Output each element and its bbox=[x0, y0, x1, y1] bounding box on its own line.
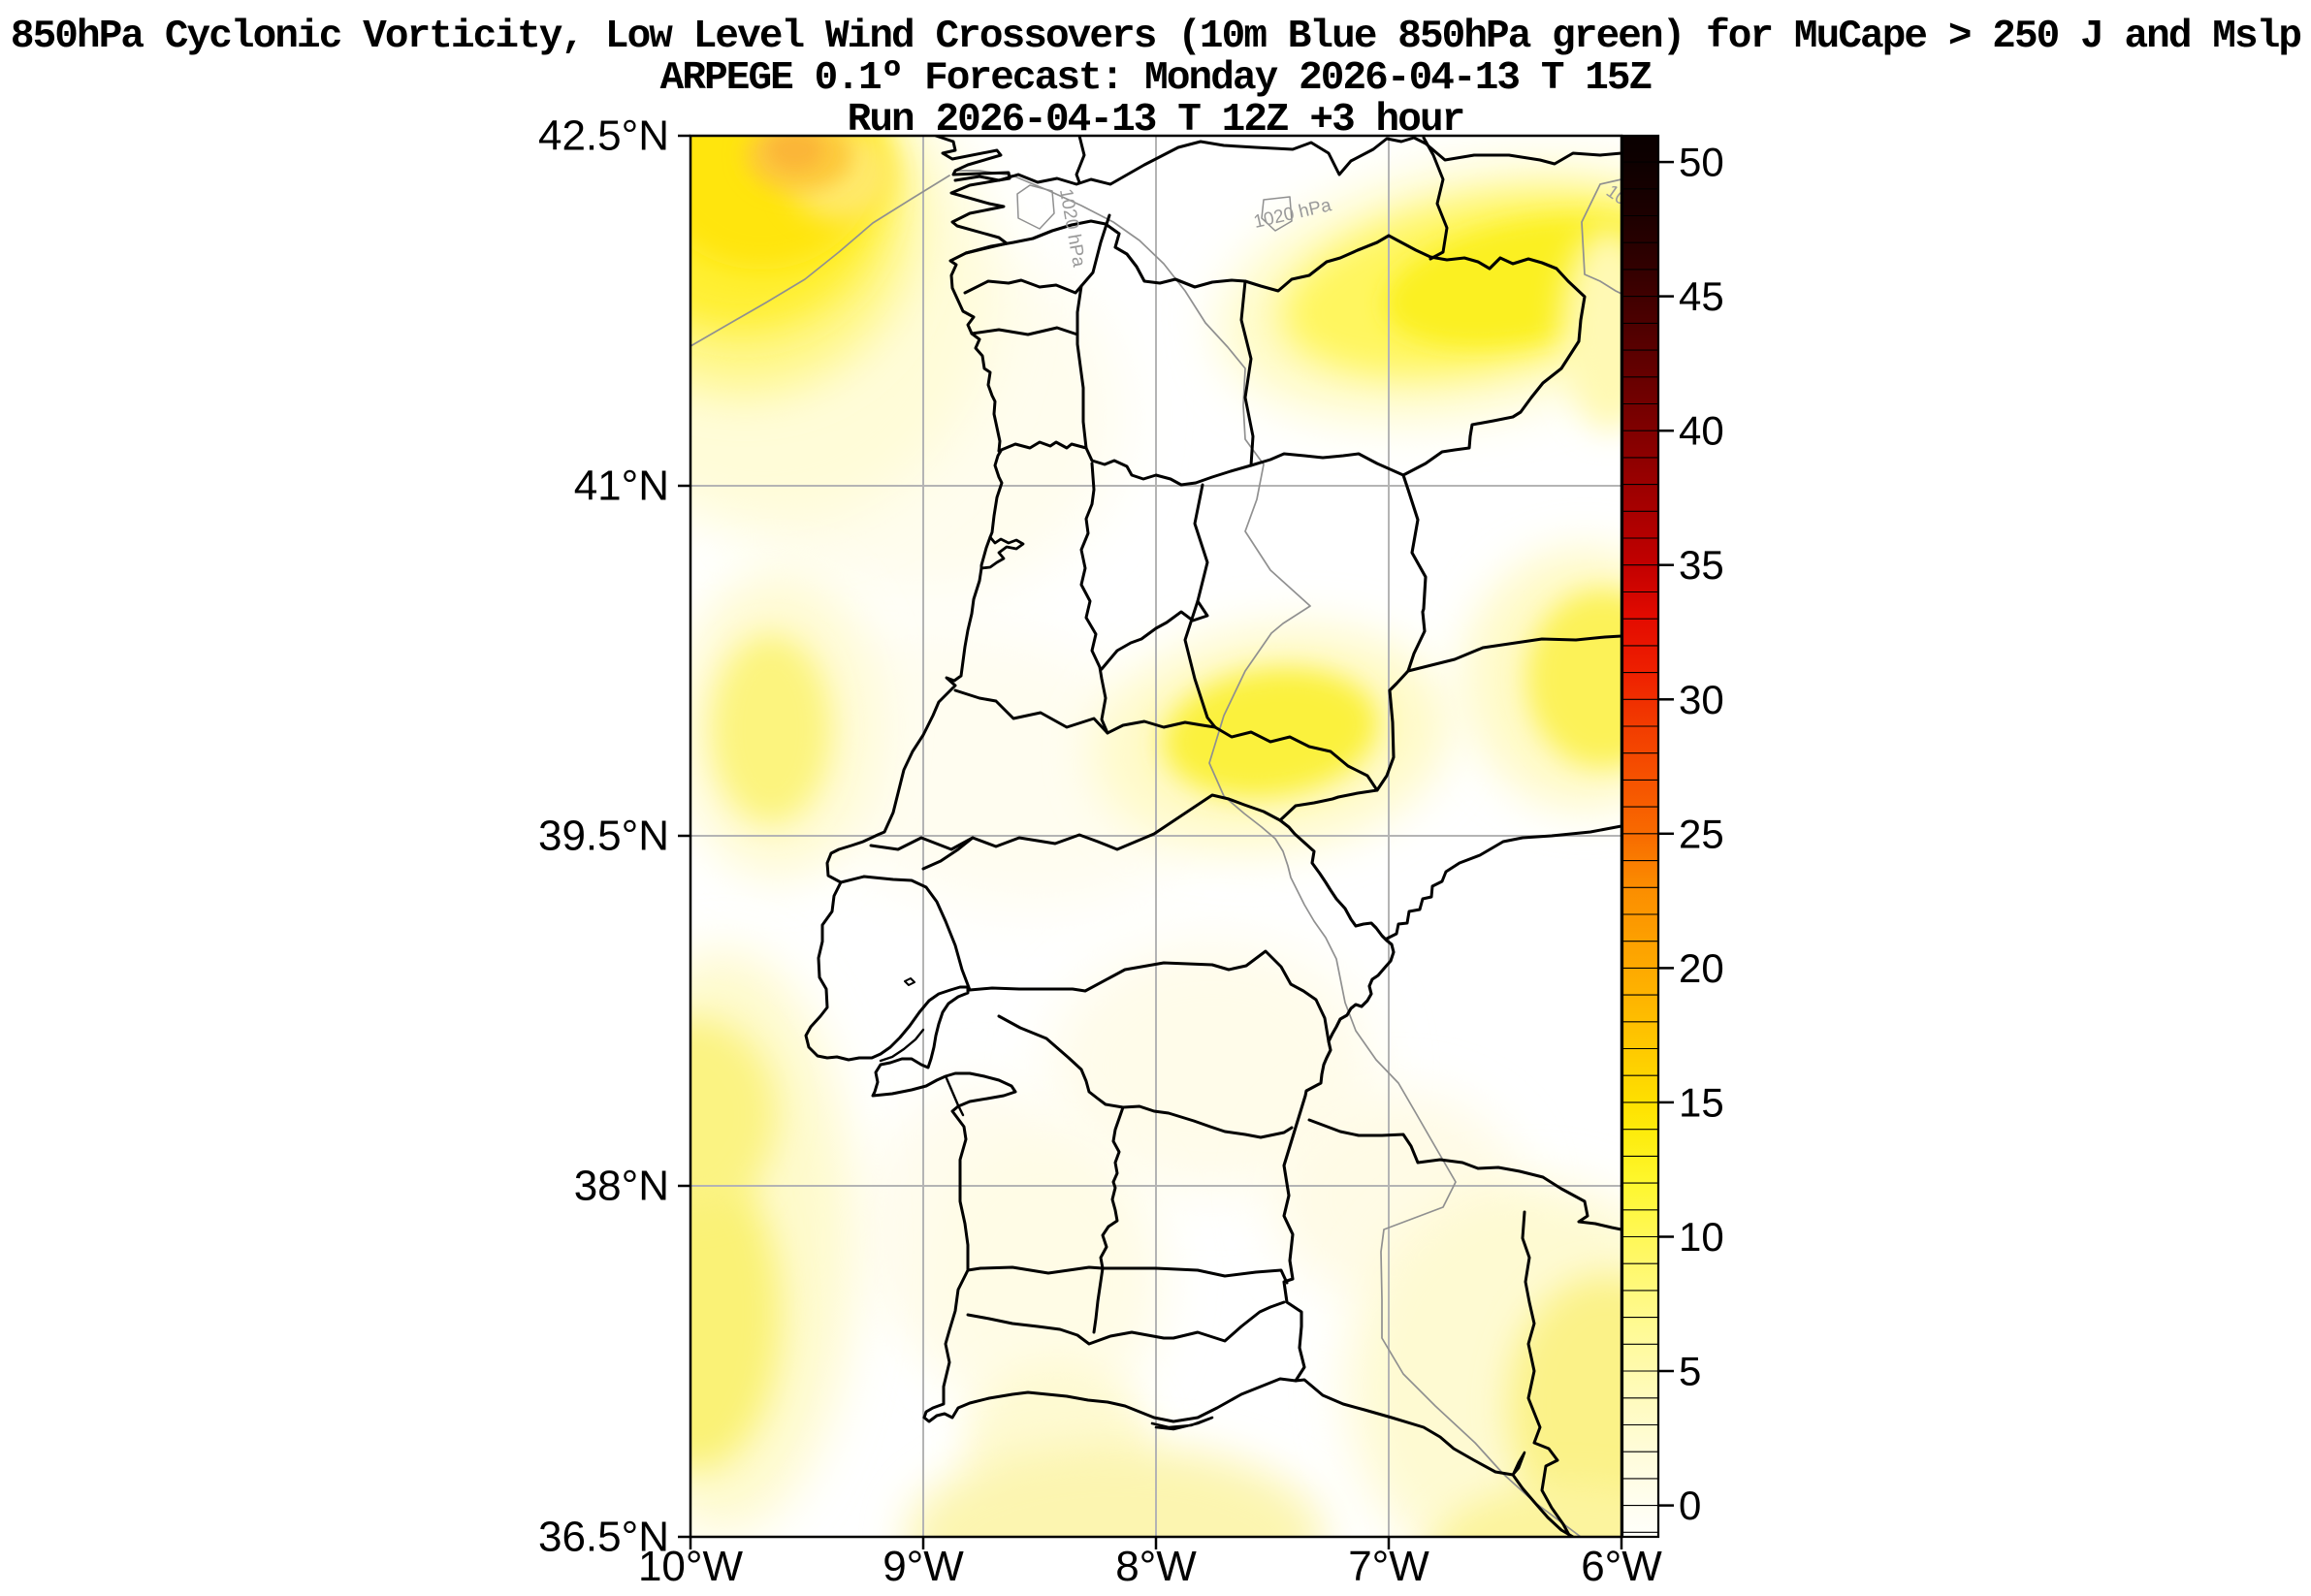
svg-text:15: 15 bbox=[1679, 1079, 1724, 1125]
svg-text:0: 0 bbox=[1679, 1483, 1701, 1528]
svg-text:50: 50 bbox=[1679, 140, 1724, 185]
svg-text:5: 5 bbox=[1679, 1349, 1701, 1394]
svg-text:25: 25 bbox=[1679, 811, 1724, 856]
svg-text:41°N: 41°N bbox=[574, 463, 669, 510]
svg-text:45: 45 bbox=[1679, 273, 1724, 319]
svg-text:30: 30 bbox=[1679, 677, 1724, 722]
svg-text:6°W: 6°W bbox=[1581, 1543, 1662, 1590]
svg-text:36.5°N: 36.5°N bbox=[538, 1514, 669, 1561]
svg-text:40: 40 bbox=[1679, 408, 1724, 454]
svg-text:7°W: 7°W bbox=[1348, 1543, 1429, 1590]
svg-text:10°W: 10°W bbox=[638, 1543, 744, 1590]
svg-text:10: 10 bbox=[1679, 1214, 1724, 1260]
svg-text:20: 20 bbox=[1679, 945, 1724, 991]
svg-text:9°W: 9°W bbox=[883, 1543, 964, 1590]
svg-text:38°N: 38°N bbox=[574, 1163, 669, 1210]
svg-text:8°W: 8°W bbox=[1115, 1543, 1197, 1590]
svg-text:42.5°N: 42.5°N bbox=[538, 112, 669, 160]
svg-text:39.5°N: 39.5°N bbox=[538, 813, 669, 860]
svg-text:35: 35 bbox=[1679, 542, 1724, 588]
